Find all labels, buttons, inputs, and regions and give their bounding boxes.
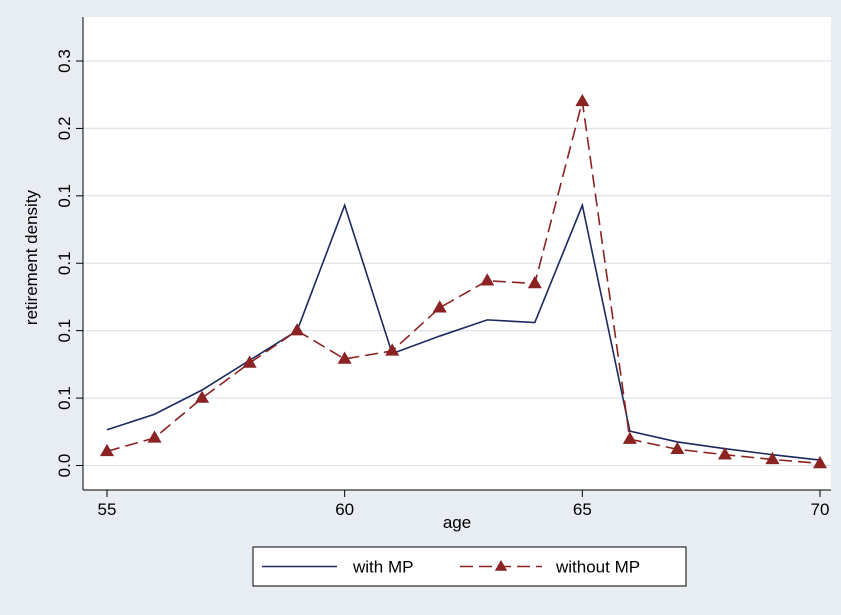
- x-tick-label: 65: [573, 500, 592, 519]
- data-point: [337, 351, 352, 364]
- x-axis-title: age: [443, 513, 471, 532]
- legend-label-without-mp: without MP: [555, 558, 640, 577]
- data-point: [99, 443, 115, 457]
- x-tick-label: 60: [335, 500, 354, 519]
- y-tick-label: 0.1: [55, 386, 74, 410]
- legend-marker-without-mp: [494, 560, 508, 571]
- y-tick-label: 0.1: [55, 319, 74, 343]
- series-layer: [99, 93, 828, 469]
- data-point: [432, 300, 447, 313]
- y-tick-label: 0.2: [55, 117, 74, 141]
- data-point: [670, 441, 685, 455]
- data-point: [385, 343, 400, 356]
- data-point: [812, 455, 828, 469]
- data-point: [290, 323, 305, 336]
- y-tick-label: 0.1: [55, 184, 74, 208]
- x-tick-label: 70: [811, 500, 830, 519]
- data-point: [622, 431, 637, 444]
- y-axis: 0.0 0.1 0.1 0.1 0.1 0.2 0.3: [55, 17, 84, 490]
- legend: with MP without MP: [252, 546, 687, 587]
- data-point: [527, 275, 542, 289]
- x-axis: 55 60 65 70: [83, 489, 831, 519]
- y-axis-title: retirement density: [22, 189, 41, 325]
- series-line-without-mp: [106, 101, 821, 465]
- y-tick-label: 0.3: [55, 49, 74, 73]
- x-tick-label: 55: [98, 500, 117, 519]
- data-point: [147, 430, 162, 443]
- data-point: [765, 451, 780, 465]
- plot-area: [83, 17, 831, 490]
- data-point: [242, 355, 257, 368]
- data-point: [480, 273, 495, 286]
- y-tick-label: 0.0: [55, 454, 74, 478]
- series-line-with-mp: [106, 202, 821, 461]
- y-tick-label: 0.1: [55, 251, 74, 275]
- data-point: [195, 390, 210, 403]
- data-point: [717, 447, 732, 460]
- data-point: [575, 93, 590, 107]
- legend-label-with-mp: with MP: [352, 558, 413, 577]
